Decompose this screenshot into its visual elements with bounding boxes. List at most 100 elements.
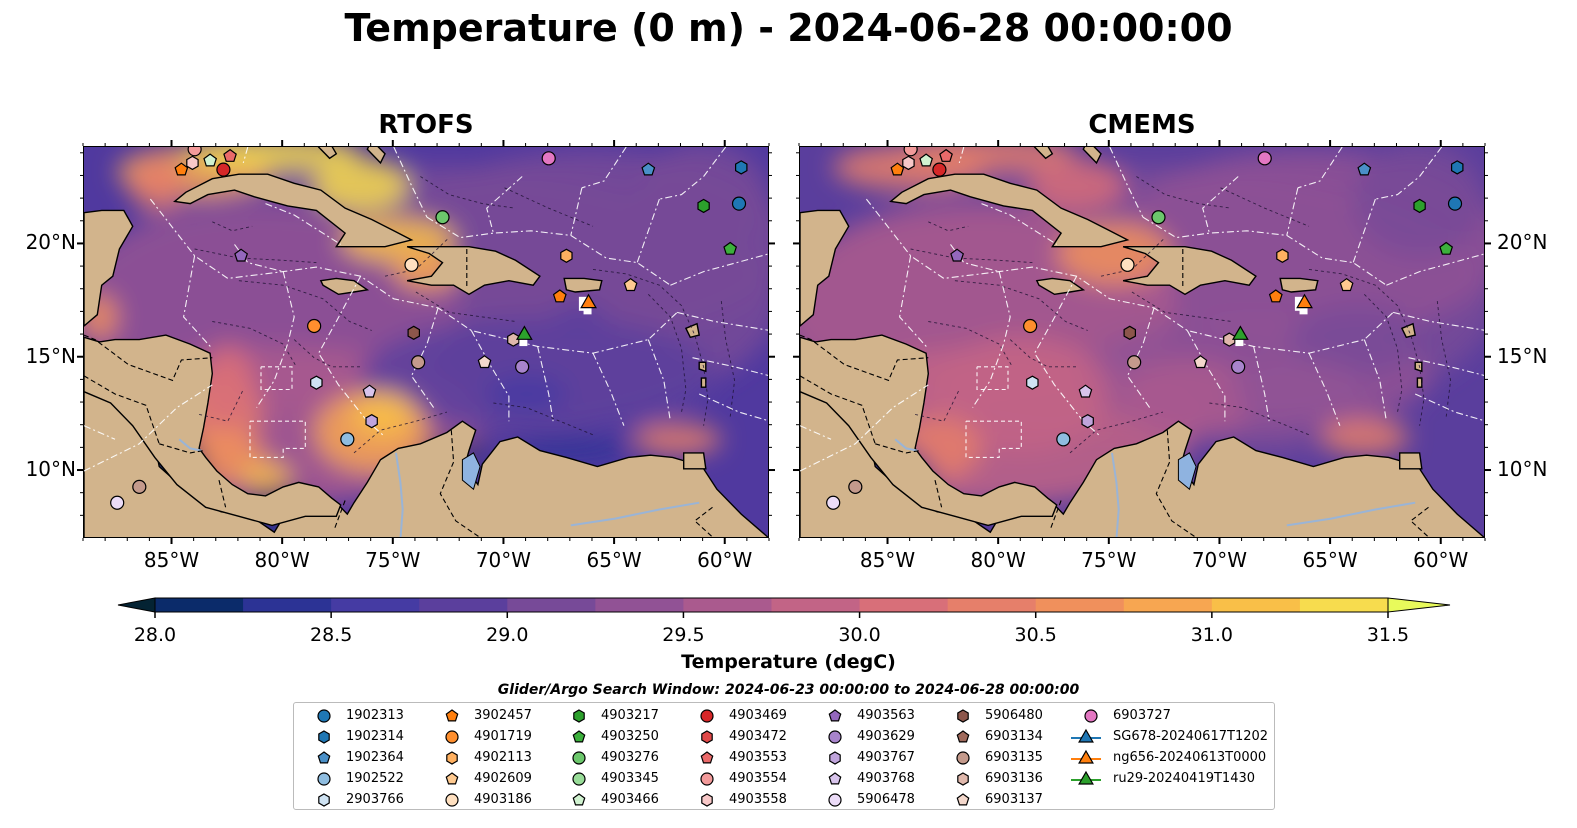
argo-float-marker[interactable] (1268, 289, 1283, 303)
map-panel-cmems[interactable] (799, 146, 1485, 538)
argo-float-marker[interactable] (110, 495, 125, 510)
argo-float-marker[interactable] (1081, 414, 1094, 429)
bathymetry-contour (212, 321, 297, 368)
legend-item-label: 4903554 (729, 771, 787, 786)
argo-float-marker[interactable] (1231, 359, 1246, 374)
argo-float-marker[interactable] (1357, 162, 1372, 176)
argo-float-marker[interactable] (552, 289, 567, 303)
argo-float-marker[interactable] (1276, 248, 1289, 263)
argo-float-marker[interactable] (132, 479, 147, 494)
argo-float-marker[interactable] (939, 148, 953, 162)
argo-float-marker[interactable] (1450, 160, 1464, 175)
legend-item-label: 6903135 (985, 750, 1043, 765)
argo-float-marker[interactable] (560, 248, 573, 263)
argo-float-marker[interactable] (411, 355, 426, 370)
legend: 1902313 1902314 1902364 1902522 2903766 39024… (293, 702, 1275, 810)
glider-marker[interactable] (580, 293, 597, 309)
argo-float-marker[interactable] (362, 384, 377, 398)
argo-float-marker[interactable] (641, 162, 656, 176)
legend-item-label: 4903217 (601, 708, 659, 723)
argo-float-marker[interactable] (223, 148, 237, 162)
legend-item-label: 1902313 (346, 708, 404, 723)
landmass (366, 147, 386, 165)
colorbar-tick-label: 31.5 (1366, 624, 1410, 646)
legend-item-label: 4902113 (474, 750, 532, 765)
legend-item-label: 4903466 (601, 792, 659, 807)
legend-marker-symbol (956, 730, 970, 743)
eez-boundary (1186, 330, 1226, 422)
argo-float-marker[interactable] (541, 151, 556, 166)
legend-item-label: 6903134 (985, 729, 1043, 744)
argo-float-marker[interactable] (310, 375, 323, 390)
argo-float-marker[interactable] (1056, 432, 1071, 447)
argo-float-marker[interactable] (731, 196, 747, 211)
temperature-patch (1320, 418, 1409, 456)
bathymetry-contour (1220, 187, 1310, 227)
argo-float-marker[interactable] (890, 162, 905, 176)
argo-float-marker[interactable] (623, 277, 638, 292)
argo-float-marker[interactable] (1026, 375, 1039, 390)
argo-float-marker[interactable] (734, 160, 748, 175)
argo-float-marker[interactable] (1339, 277, 1354, 292)
colorbar-segment (243, 598, 332, 612)
map-panel-rtofs[interactable] (83, 146, 769, 538)
argo-float-marker[interactable] (1023, 318, 1038, 334)
argo-float-marker[interactable] (902, 155, 915, 171)
argo-float-marker[interactable] (903, 147, 918, 157)
argo-float-marker[interactable] (1127, 355, 1142, 370)
legend-marker-symbol (1084, 709, 1098, 723)
argo-float-marker[interactable] (1193, 355, 1208, 369)
legend-marker-symbol (957, 772, 969, 786)
eez-boundary (1386, 253, 1484, 286)
glider-marker[interactable] (515, 325, 533, 340)
colorbar-segment (947, 598, 1037, 612)
argo-float-marker[interactable] (1120, 257, 1135, 272)
glider-track (1235, 335, 1244, 347)
argo-float-marker[interactable] (723, 241, 738, 255)
legend-item-label: 4903629 (857, 729, 915, 744)
argo-float-marker[interactable] (515, 359, 530, 374)
landmass (700, 377, 707, 388)
argo-float-marker[interactable] (950, 248, 965, 262)
temperature-patch (1027, 158, 1126, 213)
argo-float-marker[interactable] (1257, 151, 1272, 166)
argo-float-marker[interactable] (307, 318, 322, 334)
bathymetry-contour (928, 221, 969, 232)
argo-float-marker[interactable] (697, 198, 710, 214)
argo-float-marker[interactable] (1078, 384, 1093, 398)
river (894, 438, 918, 452)
argo-float-marker[interactable] (932, 162, 947, 177)
eez-boundary (676, 311, 768, 331)
argo-float-marker[interactable] (404, 257, 419, 272)
argo-float-marker[interactable] (174, 162, 189, 176)
eez-boundary (698, 393, 768, 422)
argo-float-marker[interactable] (407, 325, 420, 340)
landmass (1122, 245, 1257, 296)
argo-float-marker[interactable] (1447, 196, 1463, 211)
legend-marker-symbol (318, 730, 330, 744)
argo-float-marker[interactable] (234, 248, 249, 262)
country-border (1049, 500, 1062, 531)
argo-float-marker[interactable] (1123, 325, 1136, 340)
glider-marker[interactable] (1231, 325, 1249, 340)
argo-float-marker[interactable] (1151, 210, 1166, 225)
bathymetry-contour (1436, 301, 1452, 417)
argo-float-marker[interactable] (848, 479, 863, 494)
argo-float-marker[interactable] (186, 155, 199, 171)
legend-item-label: ru29-20240419T1430 (1113, 771, 1256, 786)
temperature-patch (128, 156, 186, 211)
argo-float-marker[interactable] (477, 355, 492, 369)
argo-float-marker[interactable] (919, 153, 934, 167)
legend-item-label: SG678-20240617T1202 (1113, 729, 1269, 744)
argo-float-marker[interactable] (1439, 241, 1454, 255)
glider-marker[interactable] (1296, 293, 1313, 309)
argo-float-marker[interactable] (365, 414, 378, 429)
argo-float-marker[interactable] (203, 153, 218, 167)
argo-float-marker[interactable] (340, 432, 355, 447)
argo-float-marker[interactable] (1413, 198, 1426, 214)
legend-marker-symbol (828, 730, 842, 744)
argo-float-marker[interactable] (435, 210, 450, 225)
argo-float-marker[interactable] (826, 495, 841, 510)
argo-float-marker[interactable] (216, 162, 231, 177)
argo-float-marker[interactable] (187, 147, 202, 157)
